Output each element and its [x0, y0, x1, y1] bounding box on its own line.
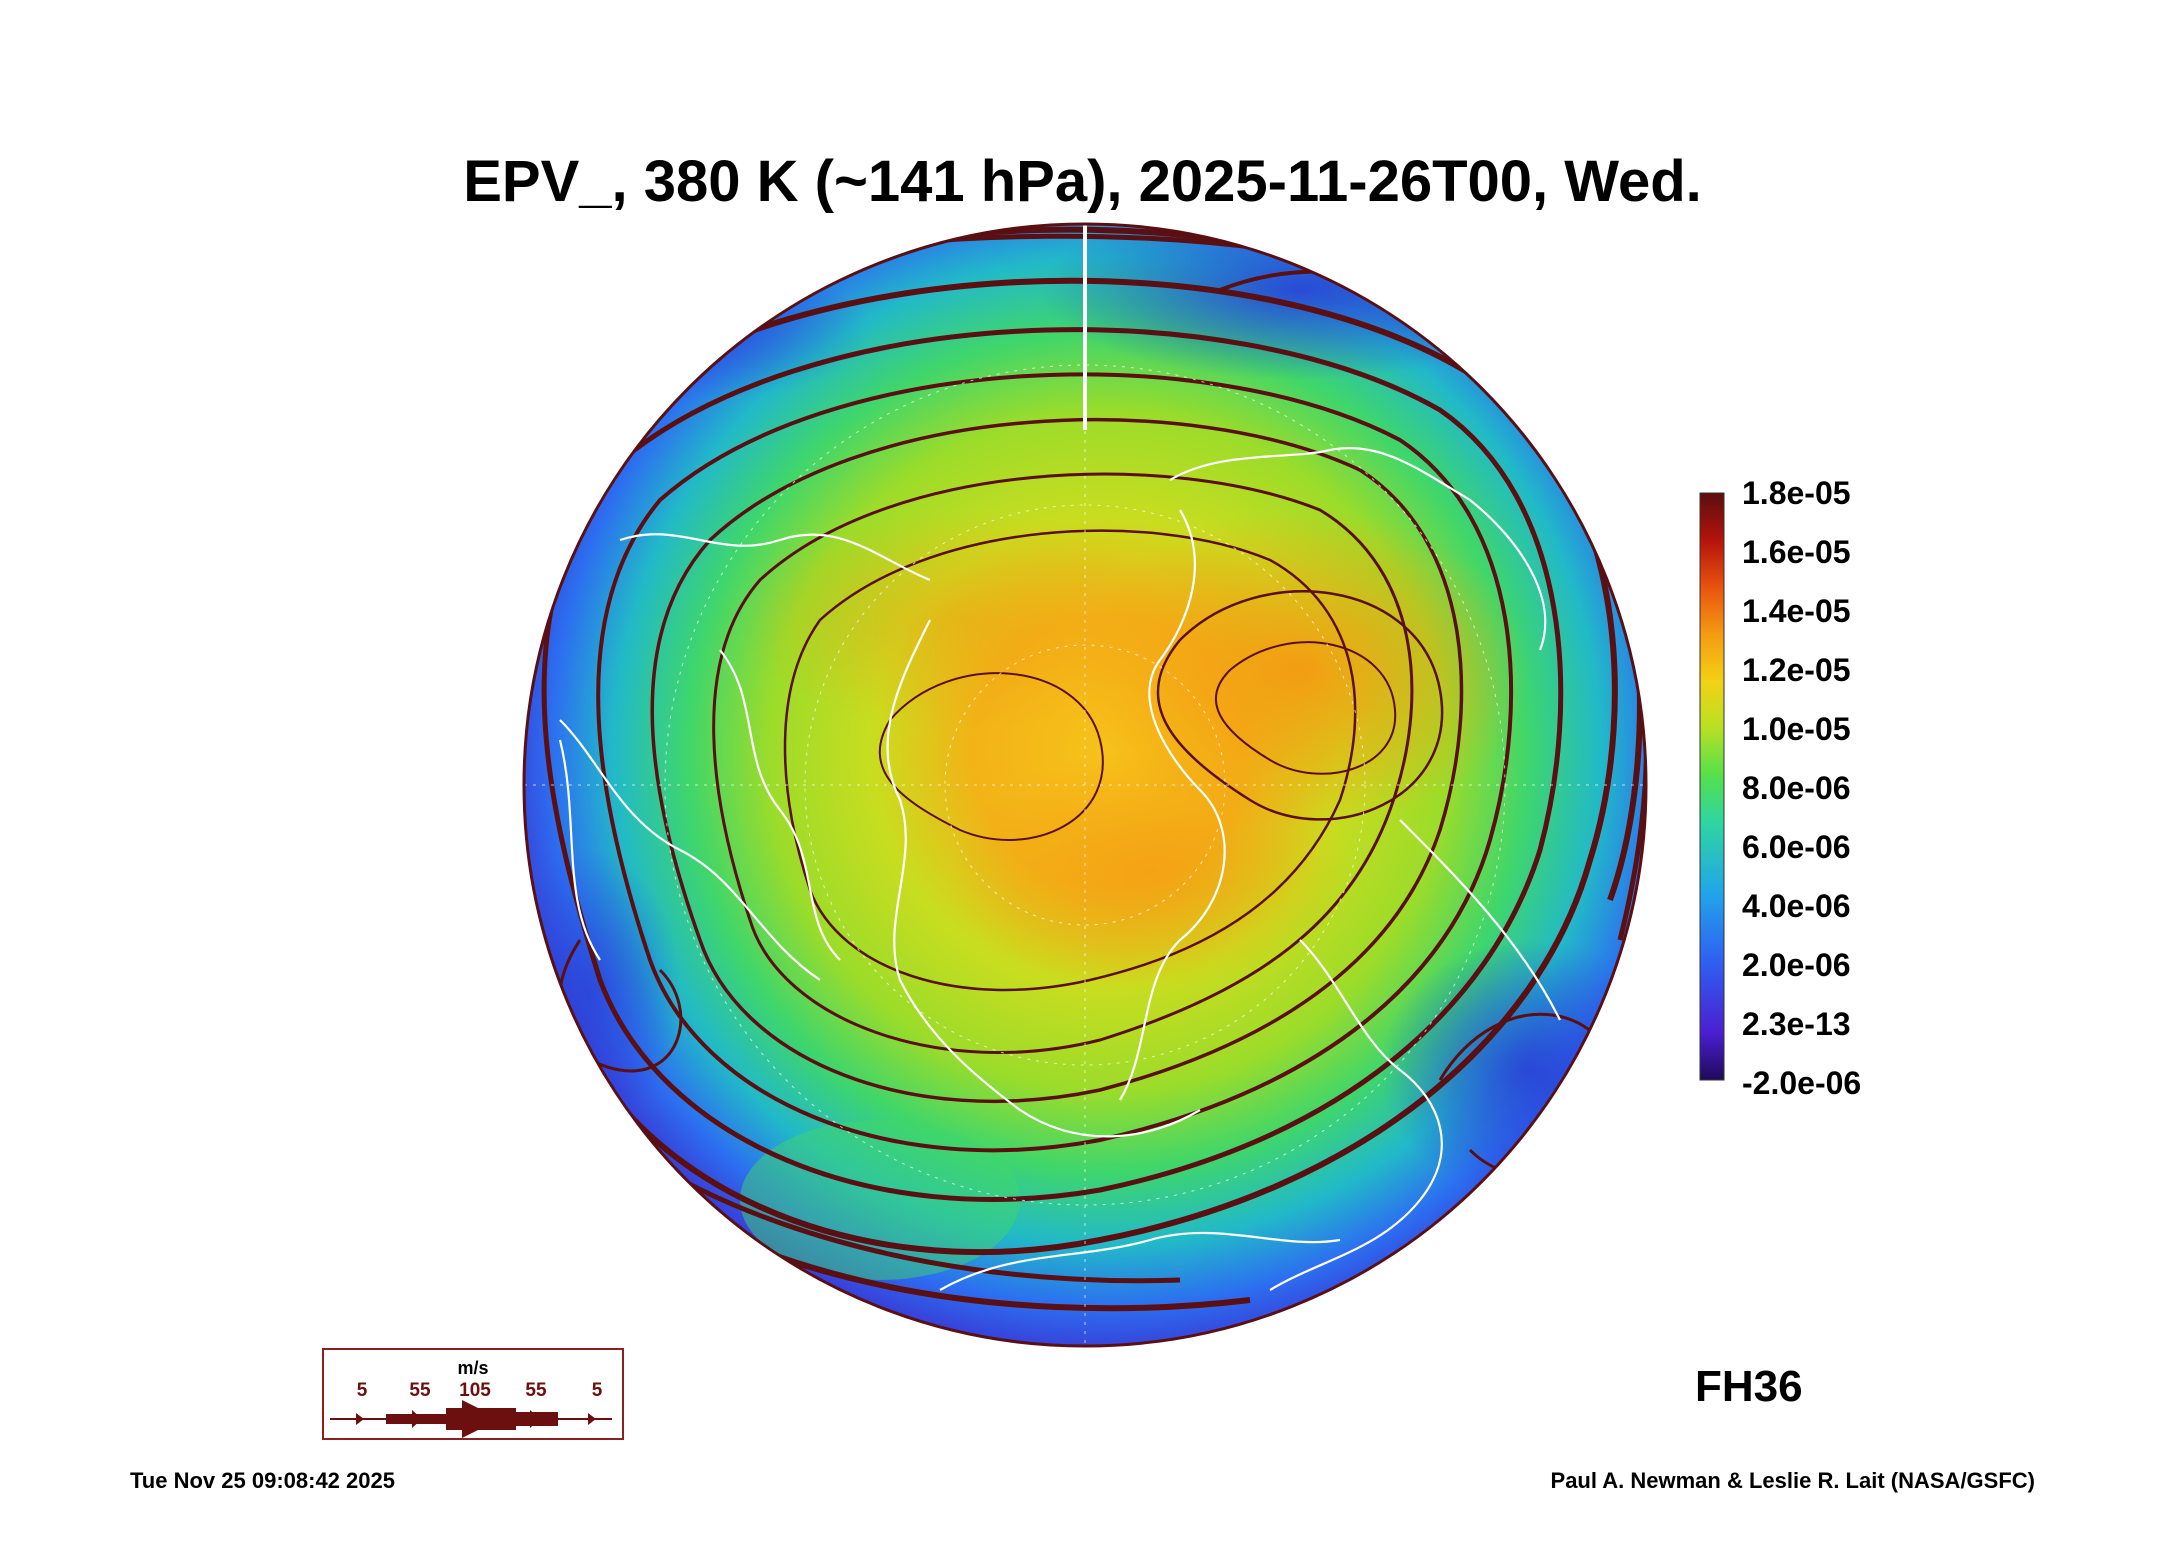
- footer-timestamp: Tue Nov 25 09:08:42 2025: [130, 1468, 395, 1493]
- forecast-hour: FH36: [1695, 1362, 1803, 1411]
- colorbar-label: 2.3e-13: [1742, 1006, 1851, 1042]
- colorbar-label: 2.0e-06: [1742, 947, 1851, 983]
- colorbar-label: 1.6e-05: [1742, 534, 1851, 570]
- colorbar-label: -2.0e-06: [1742, 1065, 1862, 1101]
- wind-legend-tick: 55: [525, 1380, 547, 1401]
- colorbar-label: 1.4e-05: [1742, 593, 1851, 629]
- wind-legend-tick: 105: [459, 1380, 491, 1401]
- wind-legend-tick: 5: [591, 1380, 603, 1401]
- wind-legend-tick: 55: [409, 1380, 431, 1401]
- colorbar-label: 8.0e-06: [1742, 770, 1851, 806]
- colorbar: [1699, 492, 1725, 1081]
- map-border: [522, 222, 1648, 1348]
- wind-legend-unit: m/s: [457, 1358, 489, 1378]
- colorbar-label: 6.0e-06: [1742, 829, 1851, 865]
- wind-legend-arrows: [330, 1400, 612, 1438]
- wind-legend: m/s 5 55 105 55 5: [322, 1348, 624, 1440]
- wind-legend-tick: 5: [356, 1380, 368, 1401]
- map-title: EPV_, 380 K (~141 hPa), 2025-11-26T00, W…: [463, 149, 1702, 214]
- colorbar-label: 1.2e-05: [1742, 652, 1851, 688]
- epv-field: [524, 224, 1646, 1346]
- colorbar-label: 1.8e-05: [1742, 475, 1851, 511]
- colorbar-label: 1.0e-05: [1742, 711, 1851, 747]
- coastlines: [558, 419, 1622, 1291]
- colorbar-label: 4.0e-06: [1742, 888, 1851, 924]
- graticule: [524, 224, 1646, 1346]
- footer-credit: Paul A. Newman & Leslie R. Lait (NASA/GS…: [1550, 1468, 2035, 1493]
